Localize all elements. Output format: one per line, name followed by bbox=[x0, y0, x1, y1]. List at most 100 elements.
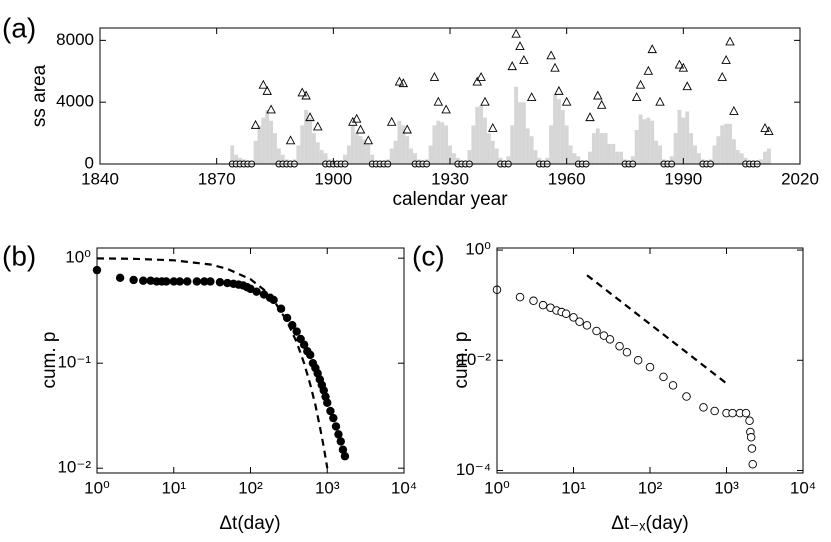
area-bar bbox=[650, 120, 655, 164]
triangle-marker bbox=[394, 76, 405, 86]
triangle-marker bbox=[674, 59, 685, 69]
filled-circle-marker bbox=[139, 276, 148, 285]
x-tick-label: 1930 bbox=[431, 169, 469, 188]
area-bar bbox=[370, 154, 375, 164]
area-bar bbox=[257, 125, 262, 164]
area-bar bbox=[490, 140, 495, 164]
x-tick-label: 1900 bbox=[314, 169, 352, 188]
area-bar bbox=[677, 109, 682, 164]
area-bar bbox=[681, 117, 686, 164]
area-bar bbox=[366, 143, 371, 164]
x-tick-label: 1960 bbox=[548, 169, 586, 188]
y-tick-label: 0 bbox=[85, 153, 94, 172]
area-bar bbox=[506, 156, 511, 164]
area-bar bbox=[354, 133, 359, 164]
area-bar bbox=[739, 153, 744, 164]
filled-circle-marker bbox=[206, 277, 215, 286]
axes-frame bbox=[99, 27, 801, 165]
area-bar bbox=[646, 117, 651, 164]
area-bar bbox=[525, 128, 530, 164]
area-bar bbox=[448, 145, 452, 164]
area-bar bbox=[731, 139, 736, 164]
area-bar bbox=[607, 143, 612, 164]
area-bar bbox=[673, 133, 678, 164]
area-bar bbox=[432, 125, 437, 164]
triangle-marker bbox=[678, 62, 689, 72]
triangle-marker bbox=[402, 124, 412, 134]
area-bar bbox=[296, 145, 301, 164]
panel-label: (c) bbox=[412, 240, 445, 271]
filled-circle-marker bbox=[129, 275, 138, 285]
filled-circle-marker bbox=[340, 452, 350, 461]
circle-marker bbox=[748, 459, 757, 469]
area-bar bbox=[630, 156, 635, 164]
area-bar bbox=[323, 153, 328, 164]
triangle-marker bbox=[593, 90, 603, 100]
filled-circle-marker bbox=[175, 277, 185, 286]
area-bar bbox=[393, 140, 398, 164]
circle-marker bbox=[745, 416, 754, 425]
triangle-marker bbox=[561, 96, 572, 106]
triangle-marker bbox=[441, 104, 451, 114]
circle-marker bbox=[561, 309, 571, 318]
x-tick-label: 10¹ bbox=[561, 478, 586, 497]
area-bar bbox=[654, 140, 659, 164]
triangle-marker bbox=[250, 119, 261, 129]
area-bar bbox=[494, 148, 499, 164]
area-bar bbox=[428, 145, 433, 164]
area-bar bbox=[401, 125, 406, 164]
area-bar bbox=[689, 133, 694, 164]
y-tick-label: 4000 bbox=[56, 92, 94, 111]
area-bar bbox=[595, 128, 600, 164]
area-bar bbox=[759, 159, 764, 164]
dashed-fit-line bbox=[586, 274, 728, 385]
axes-frame bbox=[496, 247, 804, 474]
area-bar bbox=[735, 150, 740, 164]
triangle-marker bbox=[258, 79, 269, 89]
y-tick-label: 10⁻² bbox=[457, 350, 491, 369]
triangle-marker bbox=[301, 90, 311, 100]
triangle-marker bbox=[760, 122, 770, 132]
triangle-marker bbox=[476, 71, 486, 81]
area-bar bbox=[362, 139, 367, 164]
circle-marker bbox=[569, 313, 578, 322]
area-bar bbox=[572, 153, 577, 164]
area-bar bbox=[685, 111, 690, 164]
area-bar bbox=[467, 150, 472, 164]
x-tick-label: 2020 bbox=[781, 169, 819, 188]
x-tick-label: 1840 bbox=[81, 169, 119, 188]
triangle-marker bbox=[507, 61, 517, 71]
x-tick-label: 10⁴ bbox=[391, 478, 417, 497]
area-bar bbox=[611, 143, 616, 164]
area-bar bbox=[549, 125, 554, 164]
filled-circle-marker bbox=[215, 278, 225, 287]
x-tick-label: 10³ bbox=[714, 478, 739, 497]
area-bar bbox=[230, 145, 235, 164]
area-bar bbox=[556, 99, 561, 164]
filled-circle-marker bbox=[306, 350, 315, 360]
triangle-marker bbox=[386, 116, 397, 126]
filled-circle-marker bbox=[329, 413, 338, 423]
area-bar bbox=[669, 156, 674, 164]
filled-circle-marker bbox=[338, 445, 348, 454]
x-tick-label: 1990 bbox=[664, 169, 702, 188]
y-tick-label: 10⁰ bbox=[65, 248, 91, 267]
filled-circle-marker bbox=[299, 340, 309, 349]
x-tick-label: 1870 bbox=[198, 169, 236, 188]
circle-marker bbox=[741, 408, 751, 418]
area-bar bbox=[276, 148, 281, 164]
panel-label: (b) bbox=[2, 240, 36, 271]
circle-marker bbox=[515, 292, 525, 302]
x-tick-label: 10² bbox=[638, 478, 663, 497]
area-bar bbox=[533, 150, 538, 164]
area-bar bbox=[619, 151, 624, 164]
circle-marker bbox=[746, 433, 756, 442]
circle-marker bbox=[592, 326, 601, 336]
filled-circle-marker bbox=[200, 277, 209, 286]
area-bar bbox=[638, 114, 643, 164]
circle-marker bbox=[538, 300, 548, 310]
triangle-marker bbox=[297, 87, 307, 97]
area-bar bbox=[475, 106, 480, 164]
triangle-marker bbox=[313, 121, 323, 131]
